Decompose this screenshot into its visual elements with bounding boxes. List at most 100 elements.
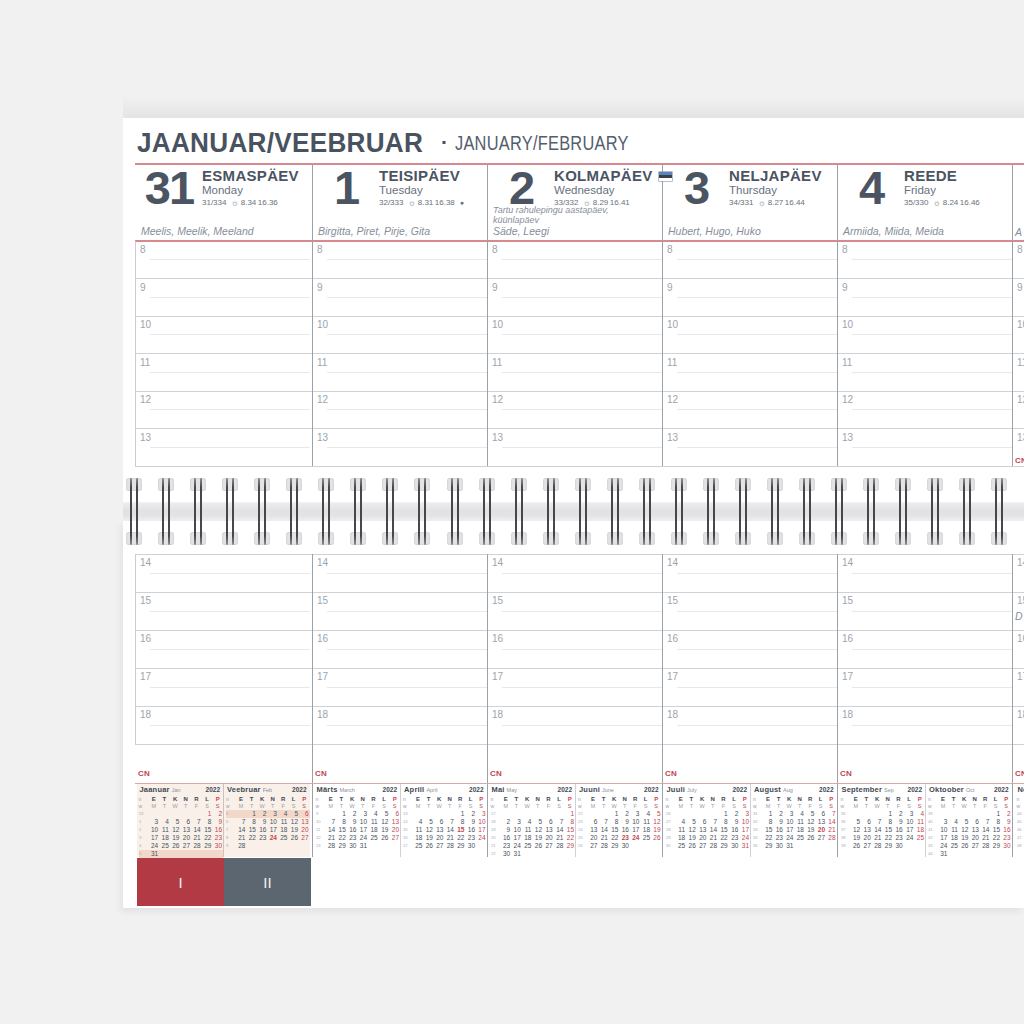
hour-label: 16	[317, 633, 328, 644]
mini-week-row: 4217181920212223	[928, 834, 1012, 842]
mini-month-year: 2022	[644, 786, 658, 793]
hour-label: 17	[492, 671, 503, 682]
binding-ring	[574, 478, 592, 545]
day-number: 1	[320, 168, 372, 208]
mini-week-row: 714151617181920	[226, 826, 310, 834]
mini-week-row: 2918192021222324	[666, 834, 751, 842]
mini-month-july: Juuli July 2022 nETKNRLPwMTWTFSS26123274…	[664, 784, 751, 857]
hour-label: 15	[492, 595, 503, 606]
hour-label: 11	[1017, 357, 1024, 368]
title-english: JANUARY/FEBRUARY	[455, 132, 629, 155]
hour-label: 15	[842, 595, 853, 606]
binding-ring	[894, 478, 912, 545]
name-days: Meelis, Meelik, Meeland	[141, 226, 309, 237]
half-hour-line	[150, 649, 310, 650]
half-hour-line	[327, 409, 487, 410]
hour-label: 16	[492, 633, 503, 644]
mini-week-row: 317181920212223	[139, 834, 224, 842]
mini-month-year: 2022	[733, 786, 747, 793]
sun-icon: ☼	[407, 199, 415, 207]
half-hour-line	[150, 725, 310, 726]
name-days: Hubert, Hugo, Huko	[668, 226, 836, 237]
mini-week-row: 678910111213	[226, 818, 310, 826]
half-hour-line	[677, 611, 837, 612]
half-hour-line	[852, 725, 1012, 726]
hour-label: 18	[317, 709, 328, 720]
mini-week-row: 2413141516171819	[578, 826, 662, 834]
hour-label: 14	[842, 557, 853, 568]
mini-month-name-english: Jan	[172, 787, 181, 793]
mini-week-row: 1445678910	[403, 818, 487, 826]
hour-label: 18	[1017, 709, 1024, 720]
mini-month-name: August	[754, 785, 781, 794]
hour-line	[135, 744, 1024, 745]
binding-ring	[670, 478, 688, 545]
mini-week-row: 2016171819202122	[491, 834, 576, 842]
binding-ring	[221, 478, 239, 545]
sunrise-time: 8.34	[241, 198, 257, 207]
hour-label: 18	[492, 709, 503, 720]
mini-month-year: 2022	[292, 786, 306, 793]
grid-left-edge	[135, 554, 136, 744]
hour-label: 12	[1017, 394, 1024, 405]
week-code-label: CN	[665, 769, 677, 778]
half-hour-line	[150, 259, 310, 260]
name-days: Armiida, Miida, Meida	[843, 226, 1011, 237]
half-hour-line	[502, 409, 662, 410]
day-number: 4	[845, 168, 897, 208]
half-hour-line	[677, 409, 837, 410]
week-code-label: CN	[490, 769, 502, 778]
day-name-estonian: KOLMAPÄEV	[554, 168, 653, 184]
half-hour-line	[502, 725, 662, 726]
hour-label: 13	[492, 432, 503, 443]
mini-week-row: 4324252627282930	[928, 842, 1012, 850]
hour-line	[135, 316, 1024, 317]
half-hour-line	[150, 334, 310, 335]
binding-ring	[734, 478, 752, 545]
hour-label: 15	[140, 595, 151, 606]
mini-week-row: 26123	[666, 810, 751, 818]
sunrise-time: 8.24	[943, 198, 959, 207]
mini-month-year: 2022	[206, 786, 220, 793]
hour-label: 9	[140, 282, 146, 293]
mini-month-name: Oktoober	[929, 785, 964, 794]
hour-line	[135, 630, 1024, 631]
half-hour-line	[502, 687, 662, 688]
mini-month-name: Mai	[492, 785, 505, 794]
day-name-english: Monday	[202, 184, 299, 197]
half-hour-line	[852, 334, 1012, 335]
hour-label: 17	[1017, 671, 1024, 682]
hour-label: 17	[140, 671, 151, 682]
half-hour-line	[852, 259, 1012, 260]
day-number: 3	[670, 168, 722, 208]
day-column-header: 2 KOLMAPÄEV Wednesday 33/332☼8.2916.41● …	[489, 165, 664, 240]
mini-month-oct: Oktoober Oct 2022 nETKNRLPwMTWTFSS391240…	[925, 784, 1012, 857]
half-hour-line	[677, 259, 837, 260]
desk-calendar-page: JAANUAR/VEEBRUAR · JANUARY/FEBRUARY 8910…	[0, 0, 1024, 1024]
mini-month-sep: September Sep 2022 nETKNRLPwMTWTFSS35123…	[839, 784, 926, 857]
mini-week-row: 44123456	[1017, 810, 1024, 818]
mini-month-name-english: May	[507, 787, 517, 793]
mini-week-row: 1221222324252627	[316, 834, 401, 842]
sun-icon: ☼	[230, 199, 238, 207]
mini-week-row: 4431	[928, 850, 1012, 858]
hour-label: 8	[667, 244, 673, 255]
mini-week-row: 2123242526272829	[491, 842, 576, 850]
hour-label: 10	[842, 319, 853, 330]
day-name-estonian: TEISIPÄEV	[379, 168, 460, 184]
sunset-time: 16.38	[435, 198, 455, 207]
hour-line	[135, 466, 1024, 467]
mini-week-row: 223031	[491, 850, 576, 858]
binding-ring	[413, 478, 431, 545]
mini-week-row: 3712131415161718	[841, 826, 926, 834]
sunrise-time: 8.27	[768, 198, 784, 207]
hour-label: 17	[667, 671, 678, 682]
name-days: Säde, Leegi	[493, 226, 661, 237]
mini-week-row: 182345678	[491, 818, 576, 826]
mini-week-row: 2520212223242526	[578, 834, 662, 842]
binding-ring	[830, 478, 848, 545]
hour-label: 11	[492, 357, 502, 368]
column-divider	[1012, 554, 1013, 858]
mini-month-pair: September Sep 2022 nETKNRLPwMTWTFSS35123…	[839, 784, 1012, 857]
hour-label: 18	[667, 709, 678, 720]
